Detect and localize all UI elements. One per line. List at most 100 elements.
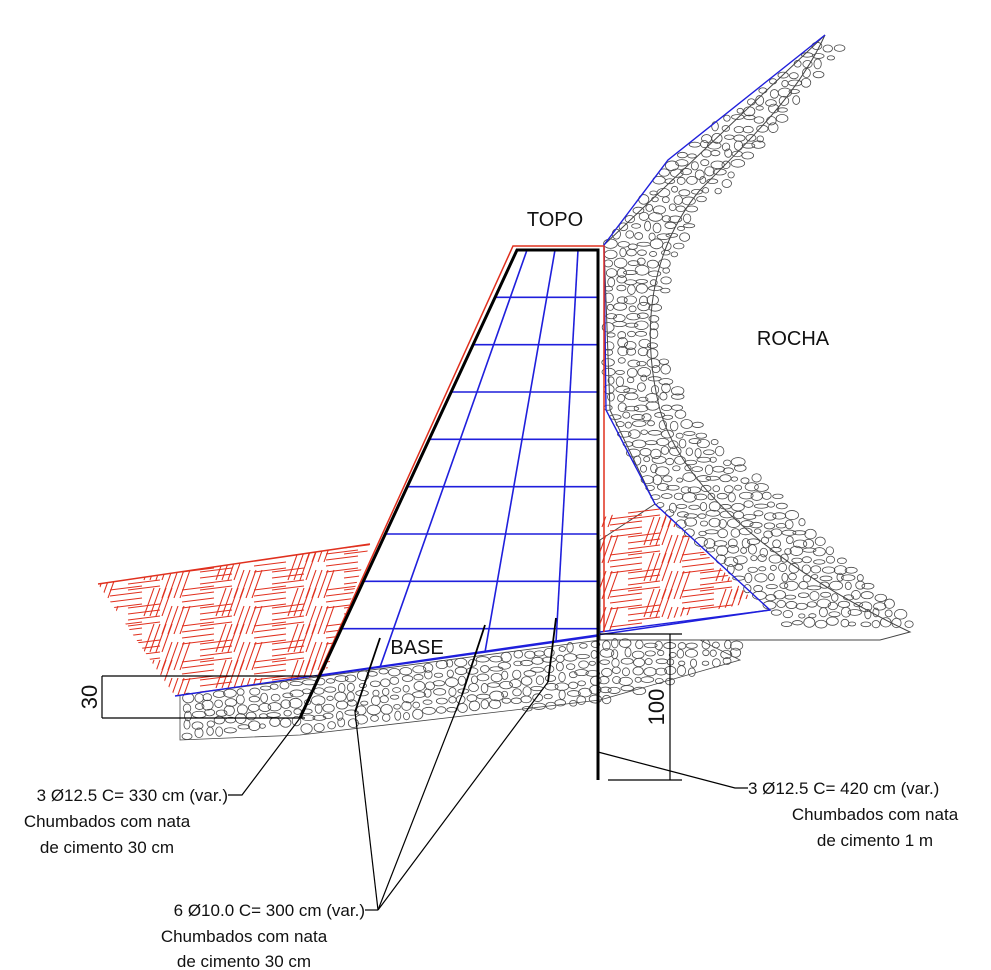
rock-pebble: [760, 536, 770, 544]
rock-pebble: [637, 367, 652, 378]
rock-pebble: [695, 432, 708, 439]
soil-hatch-stroke: [109, 663, 143, 669]
rock-pebble: [598, 676, 610, 685]
rock-pebble: [683, 213, 692, 224]
rock-pebble: [393, 703, 401, 710]
soil-hatch-stroke: [661, 588, 673, 618]
soil-hatch-stroke: [109, 657, 143, 663]
rock-pebble: [487, 682, 501, 688]
soil-hatch-stroke: [609, 520, 643, 526]
rock-pebble: [785, 536, 794, 544]
soil-hatch-stroke: [271, 549, 305, 555]
rock-pebble: [183, 719, 191, 730]
rock-pebble: [650, 463, 658, 474]
soil-hatch-stroke: [98, 605, 101, 635]
rock-pebble: [575, 653, 590, 659]
rock-pebble: [636, 312, 649, 319]
soil-hatch-stroke: [110, 700, 142, 704]
rock-pebble: [625, 230, 635, 239]
soil-hatch-stroke: [323, 544, 335, 563]
rock-pebble: [662, 475, 673, 483]
soil-hatch-stroke: [181, 621, 215, 627]
rock-pebble: [545, 701, 557, 710]
rock-pebble: [446, 669, 454, 678]
rock-pebble: [620, 657, 634, 665]
rock-pebble: [646, 259, 659, 269]
rock-pebble: [676, 503, 688, 509]
rock-pebble: [810, 565, 822, 574]
rock-pebble: [322, 703, 335, 713]
rock-pebble: [675, 205, 686, 213]
rock-pebble: [576, 695, 587, 705]
rock-pebble: [791, 557, 803, 564]
rock-pebble: [654, 677, 664, 685]
rock-pebble: [682, 472, 697, 482]
rock-pebble: [617, 241, 630, 248]
soil-hatch-stroke: [661, 516, 673, 546]
soil-hatch-stroke: [127, 657, 161, 663]
soil-hatch-stroke: [753, 550, 755, 556]
soil-hatch-stroke: [173, 605, 185, 635]
rock-pebble: [782, 610, 794, 619]
soil-hatch-stroke: [109, 567, 143, 573]
mesh-vertical-bar: [555, 249, 579, 643]
rock-pebble: [280, 699, 292, 709]
rock-pebble: [685, 642, 698, 649]
rock-pebble: [740, 477, 750, 484]
rock-pebble: [412, 665, 427, 674]
rock-pebble: [223, 727, 237, 734]
rock-pebble: [769, 78, 777, 85]
rock-pebble: [704, 529, 719, 535]
rock-pebble: [758, 566, 767, 572]
rock-pebble: [775, 523, 787, 529]
rock-pebble: [793, 60, 802, 68]
soil-hatch-stroke: [253, 597, 287, 603]
rock-pebble: [615, 376, 625, 387]
soil-hatch-stroke: [181, 669, 215, 675]
rock-pebble: [622, 411, 631, 419]
rock-pebble: [684, 648, 698, 658]
soil-hatch-stroke: [179, 544, 191, 563]
soil-hatch-stroke: [325, 561, 359, 567]
soil-hatch-stroke: [682, 635, 714, 639]
rock-pebble: [828, 611, 841, 618]
soil-hatch-stroke: [271, 675, 305, 681]
rock-pebble: [638, 211, 650, 221]
rock-pebble: [769, 564, 777, 571]
rock-pebble: [617, 345, 629, 357]
rock-pebble: [270, 693, 281, 702]
rock-pebble: [711, 121, 719, 132]
rock-pebble: [683, 431, 696, 436]
rock-pebble: [724, 134, 735, 140]
rock-pebble: [626, 248, 637, 257]
rock-pebble: [640, 374, 648, 382]
rock-pebble: [658, 358, 670, 365]
rock-pebble: [646, 342, 658, 349]
rock-pebble: [769, 547, 782, 553]
rock-pebble: [631, 420, 647, 427]
rock-pebble: [649, 321, 659, 331]
rock-pebble: [676, 477, 684, 483]
soil-hatch-stroke: [681, 628, 715, 632]
rock-pebble: [631, 439, 647, 449]
soil-hatch-stroke: [199, 621, 233, 627]
soil-hatch-stroke: [253, 549, 287, 555]
rock-pebble: [643, 642, 658, 649]
soil-hatch-stroke: [317, 544, 329, 563]
rock-pebble: [701, 149, 712, 158]
soil-hatch-stroke: [98, 641, 101, 671]
soil-hatch-stroke: [610, 641, 642, 645]
rock-pebble: [194, 703, 205, 710]
soil-hatch-stroke: [221, 623, 233, 653]
rock-pebble: [705, 547, 716, 553]
soil-hatch-stroke: [343, 567, 370, 573]
rock-pebble: [727, 545, 740, 554]
rock-pebble: [717, 528, 728, 539]
rock-pebble: [777, 107, 788, 113]
rock-pebble: [700, 140, 709, 149]
rock-pebble: [766, 501, 775, 508]
soil-hatch-stroke: [325, 585, 359, 591]
rock-pebble: [194, 693, 204, 703]
rock-pebble: [394, 710, 402, 721]
rock-pebble: [684, 464, 692, 472]
